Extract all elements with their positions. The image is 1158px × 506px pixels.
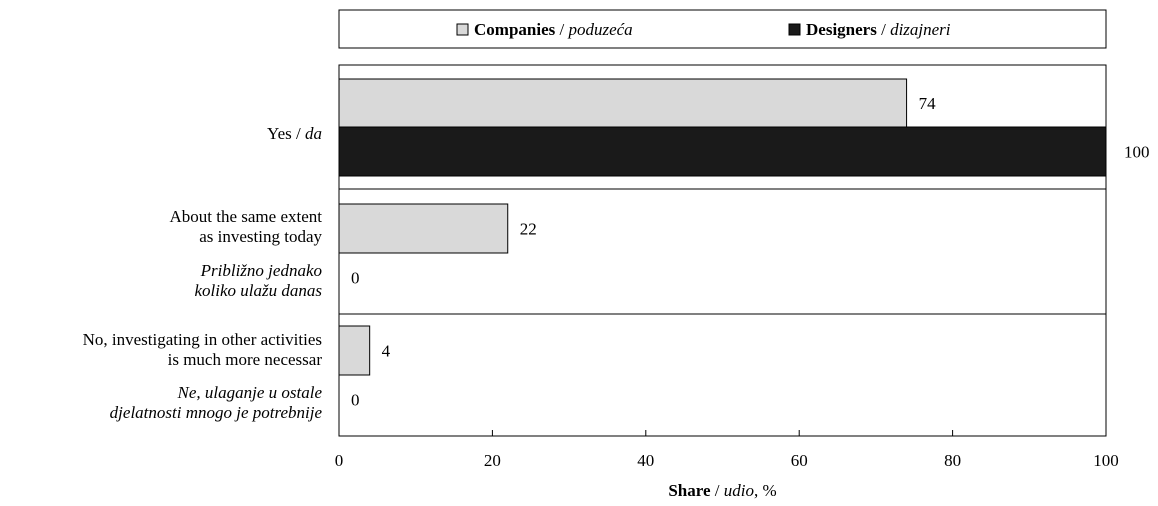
legend-swatch-designers [788,23,801,36]
category-label-no-hr-1: Ne, ulaganje u ostale [177,383,323,402]
category-label-no-hr-2: djelatnosti mnogo je potrebnije [110,403,323,422]
legend-label-designers: Designers / dizajneri [806,20,951,39]
data-label-designers-2: 0 [351,269,360,288]
data-label-companies-1: 74 [919,94,937,113]
legend-frame [338,9,1107,49]
data-label-designers-3: 0 [351,391,360,410]
x-tick-label-20: 20 [484,451,501,470]
x-tick-label-80: 80 [944,451,961,470]
data-label-companies-3: 4 [382,342,391,361]
data-label-companies-2: 22 [520,220,537,239]
category-label-same-extent-hr-2: koliko ulažu danas [195,281,323,300]
legend-swatch-companies [456,23,469,36]
x-tick-label-0: 0 [335,451,344,470]
x-tick-label-40: 40 [637,451,654,470]
category-label-no-en-2: is much more necessar [168,350,323,369]
category-label-no-en-1: No, investigating in other activities [83,330,322,349]
category-label-same-extent-hr-1: Približno jednako [200,261,322,280]
bar-companies-3 [338,325,371,376]
category-label-same-extent-en-2: as investing today [199,227,322,246]
legend: Companies / poduzeća Designers / dizajner… [338,9,1107,49]
bar-companies-1 [338,78,908,128]
legend-label-companies: Companies / poduzeća [474,20,633,39]
x-tick-label-100: 100 [1093,451,1119,470]
bar-designers-1 [338,126,1107,177]
category-label-same-extent-en-1: About the same extent [170,207,323,226]
x-tick-label-60: 60 [791,451,808,470]
x-axis-title: Share / udio, % [668,481,776,500]
bar-companies-2 [338,203,509,254]
category-label-yes: Yes / da [267,124,322,143]
data-label-designers-1: 100 [1124,143,1150,162]
